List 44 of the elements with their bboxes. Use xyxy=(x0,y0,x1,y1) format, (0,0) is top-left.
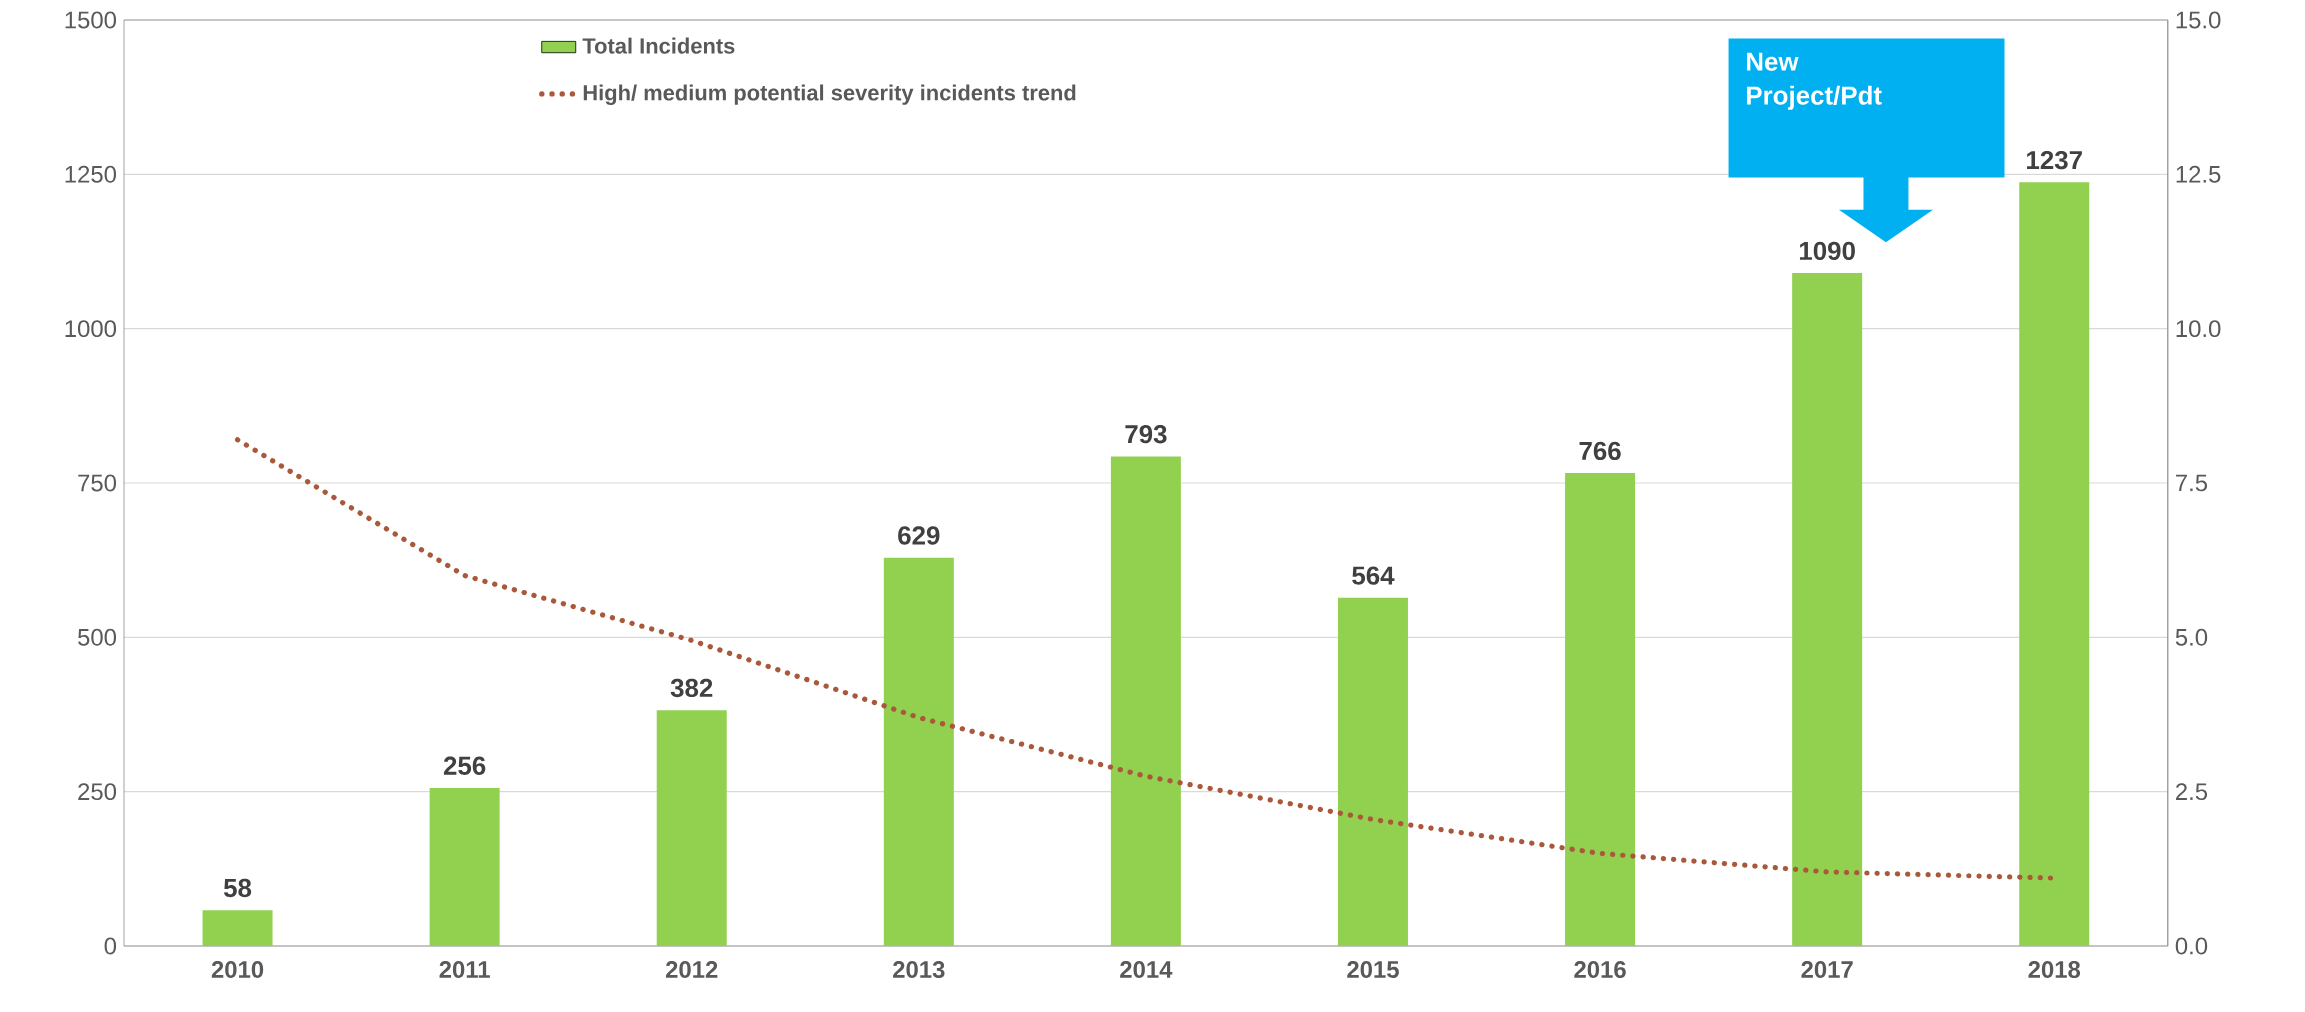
x-tick-label: 2010 xyxy=(211,961,264,978)
bar xyxy=(1110,456,1181,946)
data-label: 1237 xyxy=(2027,150,2082,170)
data-label: 382 xyxy=(670,678,713,698)
legend-label: Total Incidents xyxy=(582,37,735,54)
data-label: 256 xyxy=(443,756,486,775)
bar xyxy=(429,787,500,946)
x-tick-label: 2015 xyxy=(1347,961,1399,978)
data-label: 793 xyxy=(1125,425,1167,444)
x-tick-label: 2014 xyxy=(1120,961,1173,978)
y2-tick-label: 2.5 xyxy=(2176,783,2208,801)
bar xyxy=(202,910,273,946)
bar xyxy=(1565,473,1636,946)
y-tick-label: 500 xyxy=(78,628,117,646)
data-label: 564 xyxy=(1352,566,1395,585)
y2-tick-label: 7.5 xyxy=(2176,474,2208,492)
y2-tick-label: 15.0 xyxy=(2176,11,2221,29)
data-label: 58 xyxy=(223,878,252,898)
x-tick-label: 2018 xyxy=(2028,961,2081,978)
y-tick-label: 750 xyxy=(78,474,117,492)
x-tick-label: 2017 xyxy=(1801,961,1853,978)
x-tick-label: 2011 xyxy=(439,961,490,978)
annotation: New Project/Pdt xyxy=(1747,52,1882,110)
y-tick-label: 1000 xyxy=(65,320,117,338)
y-tick-label: 0 xyxy=(104,937,117,955)
y2-tick-label: 5.0 xyxy=(2175,628,2208,646)
data-label: 629 xyxy=(898,526,940,545)
x-tick-label: 2012 xyxy=(665,961,718,978)
x-tick-label: 2013 xyxy=(893,961,945,979)
y-tick-label: 1500 xyxy=(65,11,117,29)
y2-tick-label: 12.5 xyxy=(2176,165,2221,183)
bar xyxy=(2019,182,2090,946)
bar xyxy=(883,557,954,946)
y-tick-label: 1250 xyxy=(65,165,117,183)
data-label: 766 xyxy=(1579,441,1621,461)
legend-label: High/ medium potential severity incidents trend xyxy=(583,84,1076,105)
x-tick-label: 2016 xyxy=(1574,961,1626,978)
y2-tick-label: 10.0 xyxy=(2176,320,2221,338)
y-tick-label: 250 xyxy=(78,783,117,801)
bar xyxy=(656,710,727,946)
bar xyxy=(1792,273,1863,946)
bar xyxy=(1337,597,1408,946)
y2-tick-label: 0.0 xyxy=(2175,937,2208,955)
data-label: 1090 xyxy=(1799,241,1855,261)
